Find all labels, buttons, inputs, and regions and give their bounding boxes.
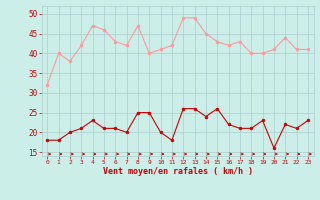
X-axis label: Vent moyen/en rafales ( km/h ): Vent moyen/en rafales ( km/h ) xyxy=(103,167,252,176)
